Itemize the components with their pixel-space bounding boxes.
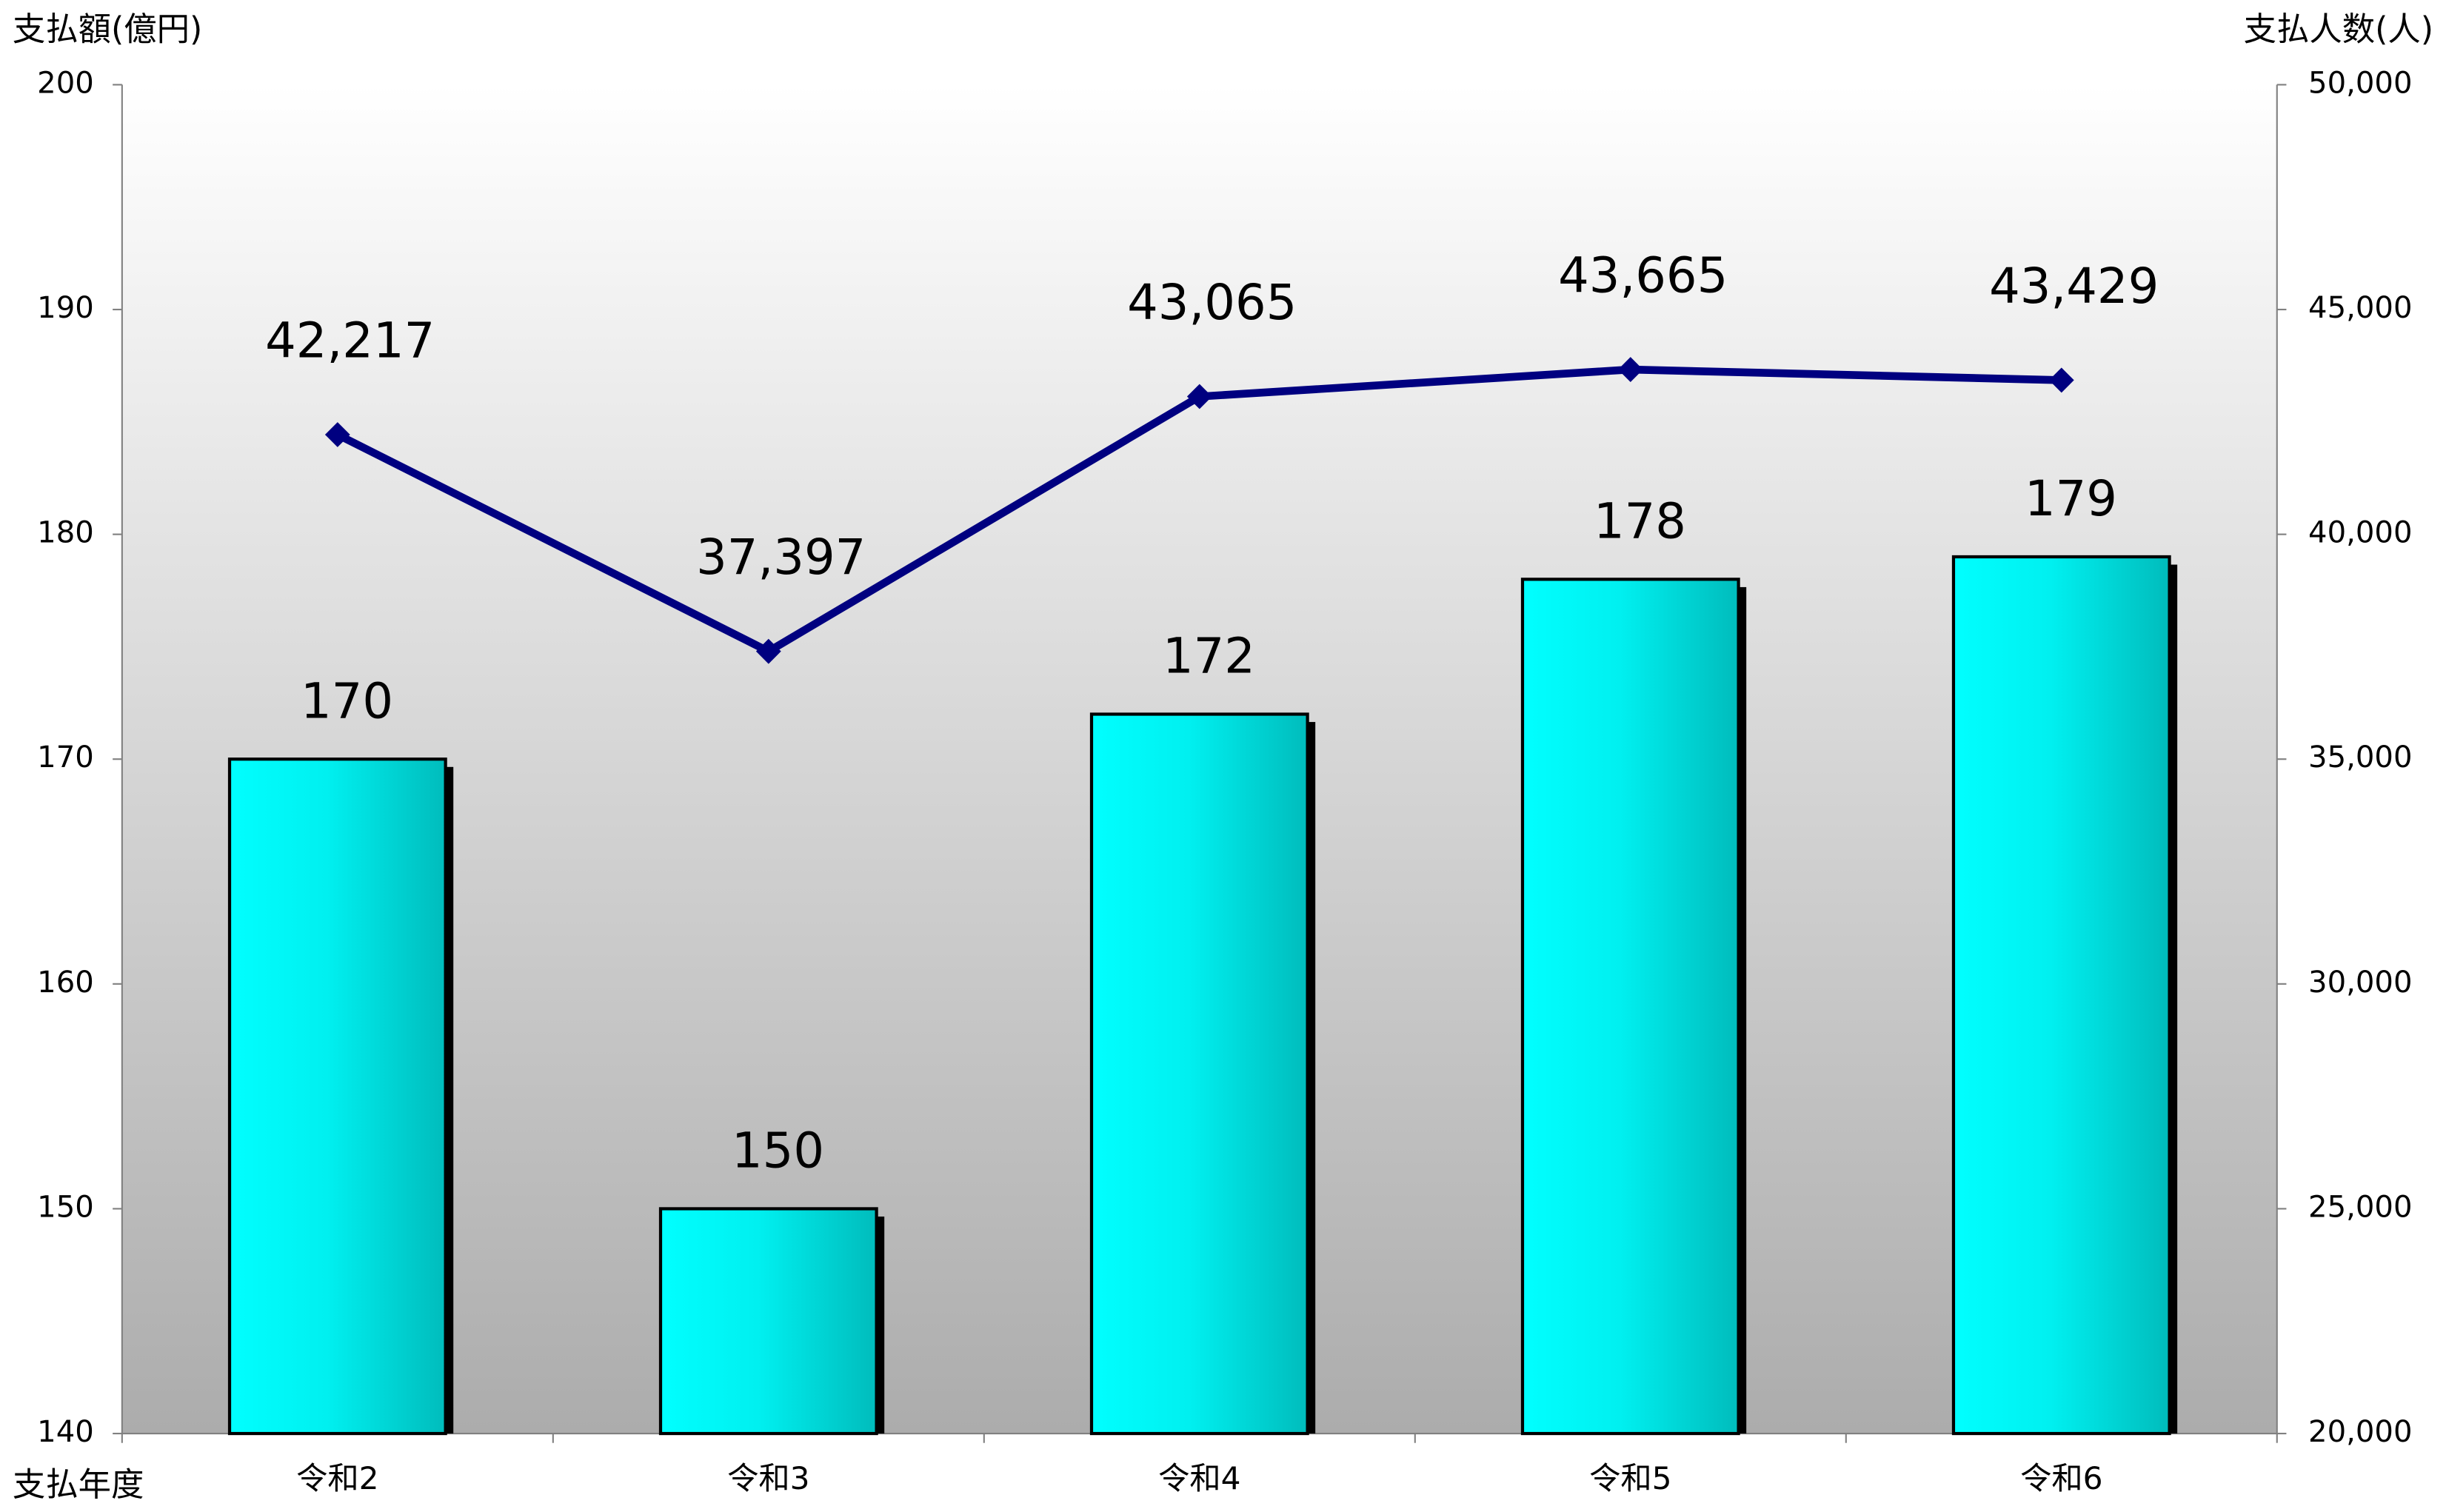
y2-tick-label: 50,000 [2308, 66, 2412, 100]
data-label: 42,217 [265, 313, 435, 369]
y2-tick-label: 20,000 [2308, 1415, 2412, 1449]
y2-axis-title: 支払人数(人) [2244, 11, 2433, 49]
bar [227, 757, 447, 1436]
y2-tick-label: 30,000 [2308, 966, 2412, 1000]
y-tick-label: 160 [37, 966, 94, 1000]
data-label: 43,065 [1127, 275, 1297, 331]
data-label: 178 [1594, 493, 1686, 549]
y2-tick-label: 45,000 [2308, 291, 2412, 325]
y-tick-label: 170 [37, 740, 94, 775]
y-tick-label: 180 [37, 516, 94, 550]
y2-tick-label: 35,000 [2308, 740, 2412, 775]
y-axis-title: 支払額(億円) [13, 11, 202, 49]
data-label: 43,429 [1989, 258, 2159, 315]
y-tick-label: 150 [37, 1190, 94, 1224]
x-tick-label: 令和3 [727, 1460, 809, 1496]
bar [1089, 712, 1309, 1436]
bar [1520, 578, 1740, 1436]
bar [1951, 555, 2171, 1436]
x-axis-title: 支払年度 [13, 1466, 144, 1504]
marker [1186, 384, 1212, 409]
y-tick-label: 200 [37, 66, 94, 100]
data-label: 170 [301, 673, 393, 729]
y-tick-label: 140 [37, 1415, 94, 1449]
data-label: 172 [1163, 629, 1255, 685]
data-label: 43,665 [1558, 248, 1728, 304]
x-tick-label: 令和5 [1589, 1460, 1671, 1496]
data-label: 179 [2025, 471, 2117, 527]
y2-tick-label: 40,000 [2308, 516, 2412, 550]
y-tick-label: 190 [37, 291, 94, 325]
chart-layer: 140 150 160 170 180 190 200 20,000 25,000 30,000 3… [37, 66, 2412, 1496]
x-tick-label: 令和2 [296, 1460, 378, 1496]
marker [1617, 357, 1643, 382]
x-tick-label: 令和6 [2020, 1460, 2102, 1496]
x-tick-label: 令和4 [1158, 1460, 1240, 1496]
bar [658, 1207, 878, 1436]
data-label: 150 [732, 1123, 824, 1180]
y2-tick-label: 25,000 [2308, 1190, 2412, 1224]
data-label: 37,397 [696, 529, 866, 586]
